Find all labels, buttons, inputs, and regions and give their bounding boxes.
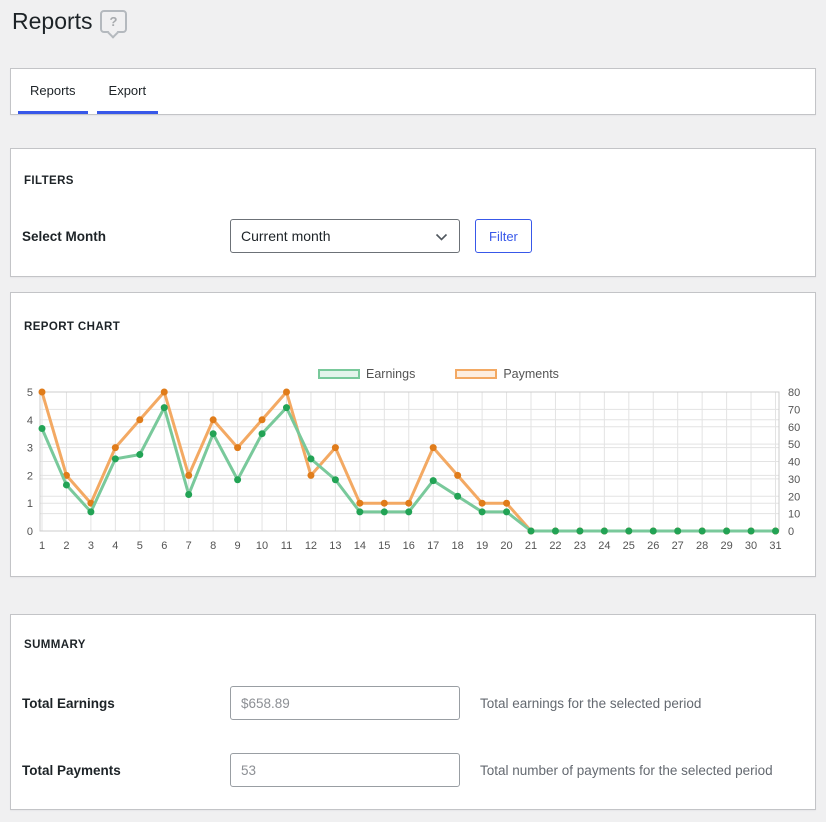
- svg-text:30: 30: [745, 540, 757, 552]
- filter-button[interactable]: Filter: [475, 219, 532, 253]
- svg-text:60: 60: [788, 422, 800, 434]
- report-chart-heading: REPORT CHART: [24, 321, 121, 333]
- total-earnings-row: Total Earnings Total earnings for the se…: [22, 686, 701, 720]
- svg-text:26: 26: [647, 540, 659, 552]
- svg-text:17: 17: [427, 540, 439, 552]
- svg-text:8: 8: [210, 540, 216, 552]
- page-title: Reports: [12, 8, 93, 34]
- svg-text:22: 22: [549, 540, 561, 552]
- legend-earnings-label: Earnings: [366, 367, 416, 381]
- select-month-row: Select Month Current month Filter: [22, 219, 532, 253]
- svg-text:20: 20: [500, 540, 512, 552]
- summary-panel: SUMMARY Total Earnings Total earnings fo…: [10, 614, 816, 810]
- svg-text:14: 14: [354, 540, 366, 552]
- svg-text:29: 29: [720, 540, 732, 552]
- svg-text:40: 40: [788, 457, 800, 469]
- svg-text:10: 10: [256, 540, 268, 552]
- earnings-swatch: [318, 369, 360, 379]
- tab-export-label: Export: [108, 82, 147, 98]
- total-earnings-label: Total Earnings: [22, 695, 115, 711]
- svg-text:20: 20: [788, 491, 800, 503]
- help-icon[interactable]: ?: [100, 10, 127, 39]
- summary-heading: SUMMARY: [24, 639, 86, 651]
- svg-text:7: 7: [186, 540, 192, 552]
- month-select-value: Current month: [241, 228, 331, 244]
- payments-swatch: [455, 369, 498, 379]
- month-select[interactable]: Current month: [230, 219, 460, 253]
- svg-text:28: 28: [696, 540, 708, 552]
- svg-text:23: 23: [574, 540, 586, 552]
- svg-text:50: 50: [788, 439, 800, 451]
- tabs-bar: Reports Export: [10, 68, 816, 115]
- total-earnings-input[interactable]: [230, 686, 460, 720]
- svg-text:1: 1: [39, 540, 45, 552]
- svg-text:19: 19: [476, 540, 488, 552]
- svg-text:4: 4: [112, 540, 118, 552]
- total-payments-input[interactable]: [230, 753, 460, 787]
- tab-reports[interactable]: Reports: [18, 69, 88, 114]
- svg-text:24: 24: [598, 540, 610, 552]
- tab-export[interactable]: Export: [96, 69, 159, 114]
- svg-text:5: 5: [27, 387, 33, 399]
- svg-text:5: 5: [137, 540, 143, 552]
- svg-text:80: 80: [788, 387, 800, 399]
- filters-panel: FILTERS Select Month Current month Filte…: [10, 148, 816, 277]
- svg-text:30: 30: [788, 474, 800, 486]
- select-month-label: Select Month: [22, 228, 107, 244]
- svg-text:31: 31: [769, 540, 781, 552]
- total-earnings-description: Total earnings for the selected period: [480, 695, 702, 711]
- svg-text:3: 3: [27, 443, 33, 455]
- svg-text:70: 70: [788, 404, 800, 416]
- question-mark-glyph: ?: [109, 14, 118, 29]
- svg-text:4: 4: [27, 415, 33, 427]
- svg-text:2: 2: [27, 470, 33, 482]
- legend-payments: Payments: [455, 367, 559, 381]
- svg-text:15: 15: [378, 540, 390, 552]
- legend-earnings: Earnings: [318, 367, 415, 381]
- total-payments-description: Total number of payments for the selecte…: [480, 762, 773, 778]
- filters-heading: FILTERS: [24, 175, 74, 187]
- svg-text:13: 13: [329, 540, 341, 552]
- svg-text:11: 11: [281, 540, 292, 552]
- total-payments-row: Total Payments Total number of payments …: [22, 753, 773, 787]
- chart-legend: Earnings Payments: [318, 367, 559, 381]
- svg-text:27: 27: [672, 540, 684, 552]
- svg-text:10: 10: [788, 509, 800, 521]
- legend-payments-label: Payments: [503, 367, 559, 381]
- svg-text:18: 18: [452, 540, 464, 552]
- total-payments-label: Total Payments: [22, 762, 121, 778]
- svg-text:0: 0: [27, 526, 33, 538]
- chevron-down-icon: [435, 233, 448, 241]
- svg-text:21: 21: [525, 540, 537, 552]
- svg-text:12: 12: [305, 540, 317, 552]
- svg-text:25: 25: [623, 540, 635, 552]
- tab-reports-label: Reports: [30, 82, 76, 98]
- svg-text:1: 1: [27, 498, 33, 510]
- svg-text:2: 2: [63, 540, 69, 552]
- svg-text:16: 16: [403, 540, 415, 552]
- svg-text:0: 0: [788, 526, 794, 538]
- svg-text:9: 9: [235, 540, 241, 552]
- svg-text:6: 6: [161, 540, 167, 552]
- svg-text:3: 3: [88, 540, 94, 552]
- report-chart-panel: REPORT CHART Earnings Payments 0 1 2 3 4 5 0 10…: [10, 292, 816, 577]
